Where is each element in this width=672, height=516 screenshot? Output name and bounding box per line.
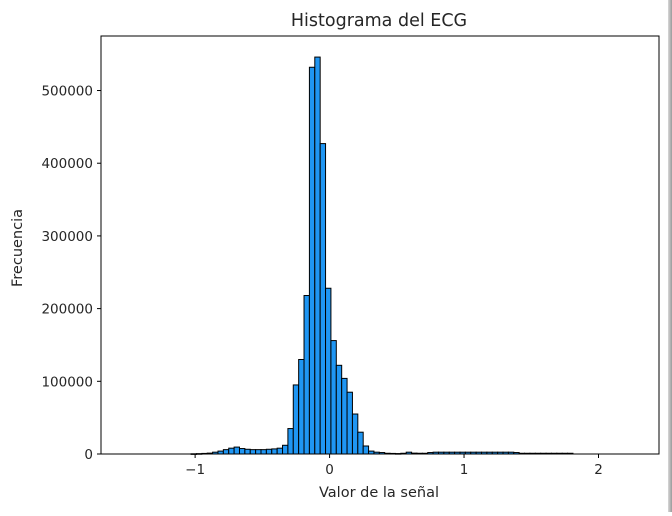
histogram-bar (282, 444, 289, 455)
histogram-bar (222, 449, 230, 455)
x-tick-label: 1 (460, 462, 469, 478)
y-tick-label: 400000 (41, 156, 93, 172)
histogram-bar (287, 428, 294, 455)
x-tick-label: 0 (325, 462, 334, 478)
y-tick-label: 300000 (41, 229, 93, 245)
histogram-bar (276, 447, 284, 455)
histogram-bar (249, 449, 257, 455)
histogram-bar (255, 449, 262, 455)
y-tick-label: 500000 (41, 84, 93, 100)
histogram-bar (308, 66, 316, 455)
histogram-bar (351, 413, 359, 455)
y-axis-label: Frecuencia (10, 209, 26, 287)
histogram-bar (314, 56, 321, 455)
histogram-bar (319, 143, 327, 455)
histogram-bar (292, 384, 300, 455)
histogram-bars (190, 56, 574, 455)
histogram-bar (244, 448, 251, 455)
histogram-bar (228, 447, 235, 455)
histogram-bar (346, 391, 353, 455)
y-tick-label: 200000 (41, 302, 93, 318)
histogram-bar (265, 448, 273, 455)
x-axis-ticks: −1 0 1 2 (185, 454, 603, 478)
y-tick-label: 100000 (41, 374, 93, 390)
y-tick-label: 0 (84, 447, 93, 463)
histogram-bar (298, 359, 305, 455)
histogram-bar (325, 287, 332, 455)
x-tick-label: 2 (594, 462, 603, 478)
histogram-bar (357, 431, 364, 455)
histogram-bar (303, 295, 310, 455)
histogram-bar (362, 445, 370, 455)
window-edge (668, 0, 672, 512)
x-axis-label: Valor de la señal (319, 485, 439, 501)
histogram-bar (330, 340, 337, 455)
histogram-bar (271, 448, 278, 455)
y-axis-ticks: 0 100000 200000 300000 400000 500000 (41, 84, 101, 463)
histogram-bar (341, 377, 348, 455)
chart-title: Histograma del ECG (291, 11, 467, 31)
histogram-bar (238, 448, 246, 455)
plot-area-frame (100, 35, 660, 455)
histogram-bar (260, 449, 267, 455)
histogram-bar (233, 446, 240, 455)
x-tick-label: −1 (185, 462, 205, 478)
histogram-bar (335, 364, 343, 455)
